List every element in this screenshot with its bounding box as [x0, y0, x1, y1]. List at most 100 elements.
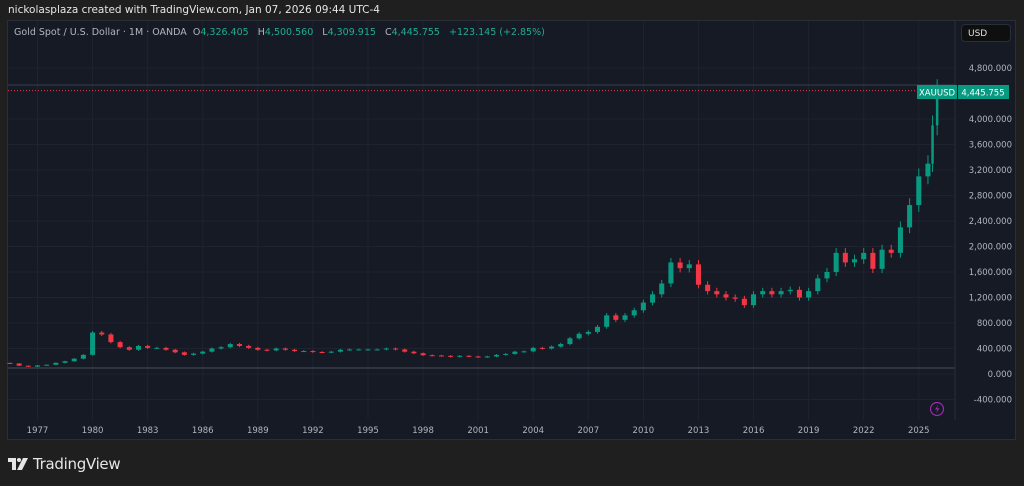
candle: [163, 347, 169, 350]
candle: [539, 347, 545, 349]
change-value: +123.145 (+2.85%): [449, 27, 545, 38]
y-tick-label: 1,600.000: [969, 268, 1012, 278]
candle: [824, 272, 830, 279]
candle: [16, 363, 22, 366]
candle: [282, 348, 288, 350]
candle: [411, 351, 417, 354]
y-tick-label: 400.000: [977, 345, 1012, 355]
candle: [154, 347, 160, 349]
candle: [108, 334, 114, 343]
candle: [374, 349, 380, 351]
candle: [732, 297, 738, 299]
close-label: C: [384, 27, 392, 38]
candle: [503, 353, 509, 355]
candle: [604, 315, 610, 327]
candle: [778, 291, 784, 295]
candle: [879, 249, 885, 269]
candles: [7, 79, 939, 367]
chart-credit: nickolasplaza created with TradingView.c…: [8, 4, 380, 16]
candle: [916, 176, 922, 206]
candle: [861, 252, 867, 260]
candle: [787, 289, 793, 292]
y-tick-label: 2,000.000: [969, 243, 1012, 253]
candle: [631, 310, 637, 316]
candle: [255, 347, 261, 350]
candle: [723, 294, 729, 298]
open-value: 4,326.405: [200, 27, 249, 38]
candle: [356, 349, 362, 351]
candle: [383, 348, 389, 350]
candle: [25, 365, 31, 367]
x-tick-label: 1992: [302, 426, 324, 436]
candle: [668, 262, 674, 284]
x-tick-label: 2004: [522, 426, 544, 436]
candle: [227, 344, 233, 348]
high-value: 4,500.560: [264, 27, 314, 38]
candle: [310, 351, 316, 353]
x-tick-label: 2007: [577, 426, 599, 436]
candle: [273, 348, 279, 351]
candle: [695, 264, 701, 285]
candle: [705, 284, 711, 292]
tradingview-logo-icon: [8, 458, 28, 470]
candle: [806, 291, 812, 298]
y-tick-label: 1,200.000: [969, 294, 1012, 304]
candle: [135, 345, 142, 350]
candle: [931, 125, 934, 164]
lightning-alert-icon[interactable]: [929, 401, 945, 417]
x-tick-label: 1983: [137, 426, 159, 436]
candle: [521, 351, 527, 353]
candle: [347, 349, 353, 351]
symbol-title[interactable]: Gold Spot / U.S. Dollar · 1M · OANDA: [14, 27, 187, 38]
close-value: 4,445.755: [391, 27, 440, 38]
x-tick-label: 2016: [743, 426, 765, 436]
candle: [751, 294, 757, 306]
time-axis: 1977 1980 1983 1986 1989 1992 1995 1998 2001 2004…: [27, 426, 930, 436]
low-value: 4,309.915: [327, 27, 376, 38]
candle: [126, 347, 132, 350]
candle: [246, 345, 252, 348]
x-tick-label: 1998: [412, 426, 434, 436]
candle: [659, 283, 665, 295]
candle: [99, 332, 105, 335]
y-tick-label: 800.000: [977, 319, 1012, 329]
candle: [301, 351, 307, 353]
high-label: H: [257, 27, 265, 38]
price-tag-value: 4,445.755: [961, 89, 1004, 99]
x-tick-label: 2013: [688, 426, 710, 436]
candle: [576, 333, 582, 339]
grid: [8, 21, 956, 420]
ticker-tag: XAUUSD: [919, 89, 955, 99]
candle: [677, 262, 683, 269]
candle: [71, 358, 77, 362]
candle: [34, 365, 41, 367]
candle: [907, 205, 913, 228]
candle: [402, 349, 408, 352]
ticker-tag-bg: [917, 85, 957, 99]
candle: [594, 326, 601, 332]
candle: [585, 331, 591, 334]
x-tick-label: 1980: [82, 426, 104, 436]
x-tick-label: 2022: [853, 426, 875, 436]
x-tick-label: 2019: [798, 426, 820, 436]
candle: [493, 354, 500, 357]
candle: [429, 355, 435, 357]
candle: [484, 356, 490, 358]
candle: [567, 338, 573, 345]
candle: [181, 352, 187, 355]
candle: [650, 294, 656, 303]
candle: [7, 362, 13, 364]
x-tick-label: 2010: [633, 426, 655, 436]
candle: [935, 90, 939, 126]
candle: [897, 227, 903, 253]
currency-selector[interactable]: USD: [961, 24, 1011, 42]
candle: [90, 332, 96, 355]
y-tick-label: 3,200.000: [969, 166, 1012, 176]
chart-panel[interactable]: [7, 20, 1016, 440]
tradingview-brand[interactable]: TradingView: [8, 455, 121, 473]
low-label: L: [322, 27, 328, 38]
candle: [420, 353, 426, 356]
price-tag-bg: [958, 85, 1009, 99]
candle: [117, 342, 123, 348]
